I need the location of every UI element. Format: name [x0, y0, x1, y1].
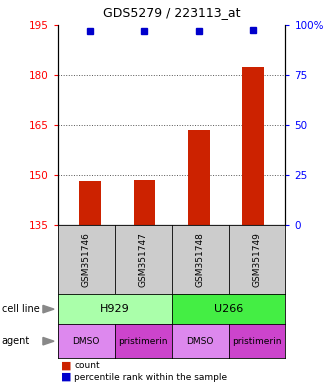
- Text: GDS5279 / 223113_at: GDS5279 / 223113_at: [103, 6, 240, 19]
- Text: U266: U266: [214, 304, 243, 314]
- Polygon shape: [43, 305, 54, 313]
- Text: GSM351749: GSM351749: [252, 232, 261, 286]
- Text: count: count: [74, 361, 100, 370]
- Text: agent: agent: [2, 336, 30, 346]
- Bar: [242, 66, 264, 225]
- Polygon shape: [43, 338, 54, 345]
- Text: GSM351747: GSM351747: [139, 232, 148, 286]
- Text: GSM351748: GSM351748: [196, 232, 205, 286]
- Text: pristimerin: pristimerin: [232, 337, 282, 346]
- Text: pristimerin: pristimerin: [118, 337, 168, 346]
- Text: percentile rank within the sample: percentile rank within the sample: [74, 372, 227, 382]
- Bar: [188, 130, 210, 225]
- Text: ■: ■: [61, 361, 72, 371]
- Text: DMSO: DMSO: [73, 337, 100, 346]
- Text: ■: ■: [61, 372, 72, 382]
- Bar: [80, 181, 101, 225]
- Bar: [134, 180, 155, 225]
- Text: cell line: cell line: [2, 304, 39, 314]
- Text: H929: H929: [100, 304, 130, 314]
- Text: GSM351746: GSM351746: [82, 232, 91, 286]
- Text: DMSO: DMSO: [186, 337, 214, 346]
